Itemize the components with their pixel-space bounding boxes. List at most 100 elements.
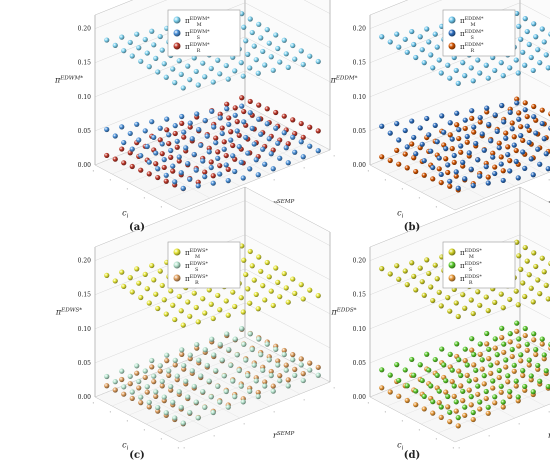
data-point bbox=[247, 98, 253, 105]
data-point bbox=[430, 399, 436, 405]
axes-box: 0.000.050.100.150.20············ bbox=[78, 186, 337, 452]
data-point bbox=[475, 157, 481, 163]
data-point bbox=[419, 279, 425, 285]
data-point bbox=[396, 276, 402, 282]
data-point bbox=[121, 139, 127, 146]
data-point bbox=[526, 41, 532, 48]
data-point bbox=[471, 351, 477, 358]
data-point bbox=[514, 239, 520, 245]
data-point bbox=[104, 152, 110, 159]
data-point bbox=[522, 107, 528, 113]
data-point bbox=[232, 112, 238, 118]
data-point bbox=[121, 391, 127, 397]
data-point bbox=[146, 404, 152, 410]
data-point bbox=[402, 151, 408, 157]
data-point bbox=[503, 364, 509, 370]
data-point bbox=[119, 376, 125, 383]
data-point bbox=[494, 360, 500, 366]
data-point bbox=[513, 383, 519, 389]
data-point bbox=[196, 127, 202, 133]
data-point bbox=[445, 62, 451, 68]
data-point bbox=[535, 277, 541, 283]
z-tick-label: 0.15 bbox=[353, 60, 367, 67]
data-point bbox=[290, 352, 296, 358]
data-point bbox=[411, 273, 417, 279]
data-point bbox=[240, 73, 246, 79]
data-point bbox=[119, 124, 125, 130]
data-point bbox=[455, 80, 461, 86]
data-point bbox=[524, 113, 530, 120]
data-point bbox=[505, 373, 511, 379]
data-point bbox=[191, 151, 197, 158]
z-tick-label: 0.20 bbox=[78, 26, 92, 33]
data-point bbox=[522, 383, 528, 390]
x-tick-label: · bbox=[416, 196, 421, 202]
data-point bbox=[217, 341, 223, 348]
data-point bbox=[134, 370, 140, 376]
data-point bbox=[434, 44, 440, 50]
data-point bbox=[417, 125, 423, 131]
x-tick-label: · bbox=[158, 205, 163, 211]
data-point bbox=[458, 149, 464, 155]
data-point bbox=[471, 124, 477, 130]
data-point bbox=[454, 341, 460, 347]
series-1 bbox=[104, 103, 321, 191]
z-tick-label: 0.00 bbox=[353, 162, 367, 169]
z-tick-label: 0.15 bbox=[78, 292, 92, 299]
data-point bbox=[411, 41, 417, 48]
data-point bbox=[210, 79, 216, 85]
data-point bbox=[292, 372, 298, 378]
data-point bbox=[479, 131, 485, 137]
data-point bbox=[454, 110, 460, 116]
data-point bbox=[475, 391, 481, 397]
data-point bbox=[138, 167, 144, 173]
data-point bbox=[168, 154, 174, 160]
data-point bbox=[530, 299, 536, 305]
y-tick-label: · bbox=[273, 178, 277, 184]
data-point bbox=[428, 383, 434, 389]
data-point bbox=[458, 143, 464, 149]
data-point bbox=[522, 332, 528, 339]
data-point bbox=[166, 372, 172, 378]
data-point bbox=[462, 305, 468, 311]
data-point bbox=[466, 150, 472, 156]
data-point bbox=[236, 132, 242, 139]
data-point bbox=[432, 122, 438, 128]
z-tick-label: 0.10 bbox=[353, 94, 367, 101]
data-point bbox=[281, 113, 287, 119]
z-tick-label: 0.00 bbox=[353, 394, 367, 401]
data-point bbox=[464, 139, 470, 145]
legend-entry-2: πEDDM* R bbox=[460, 42, 484, 54]
data-point bbox=[228, 137, 234, 143]
data-point bbox=[509, 120, 515, 126]
data-point bbox=[129, 389, 135, 395]
data-point bbox=[181, 129, 187, 135]
data-point bbox=[241, 108, 247, 115]
data-point bbox=[524, 123, 530, 129]
data-point bbox=[198, 373, 204, 379]
data-point bbox=[528, 377, 534, 383]
data-point bbox=[251, 362, 257, 368]
data-point bbox=[456, 127, 462, 133]
data-point bbox=[136, 137, 142, 143]
data-point bbox=[159, 47, 165, 53]
data-point bbox=[473, 377, 479, 383]
data-point bbox=[275, 358, 281, 364]
data-point bbox=[387, 157, 393, 164]
data-point bbox=[522, 62, 528, 68]
data-point bbox=[249, 346, 255, 353]
data-point bbox=[430, 297, 436, 304]
data-point bbox=[483, 62, 489, 68]
data-point bbox=[541, 356, 547, 362]
data-point bbox=[187, 352, 193, 358]
data-point bbox=[413, 287, 419, 293]
data-point bbox=[455, 415, 461, 421]
data-point bbox=[281, 270, 287, 277]
data-point bbox=[258, 131, 264, 137]
data-point bbox=[470, 416, 476, 423]
data-point bbox=[247, 65, 253, 71]
data-point bbox=[516, 336, 522, 342]
data-point bbox=[236, 144, 242, 150]
floor-gridline bbox=[403, 124, 550, 184]
